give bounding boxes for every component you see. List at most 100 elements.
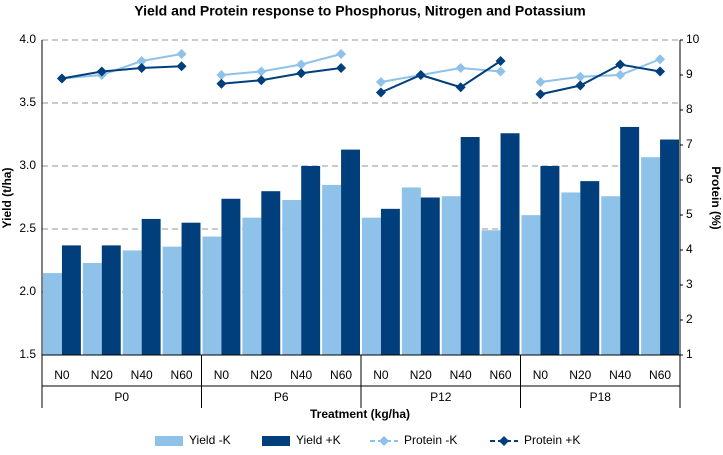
marker [375, 77, 386, 87]
x-tick-label: N0 [373, 368, 389, 382]
y2-tick-label: 2 [686, 312, 693, 326]
legend-label: Yield -K [189, 433, 231, 447]
y2-tick-label: 9 [686, 67, 693, 81]
bar [481, 230, 501, 355]
y-tick-label: 3.5 [19, 95, 36, 109]
x-tick-label: N0 [214, 368, 230, 382]
marker [176, 49, 187, 59]
line [61, 53, 182, 80]
group-label: P0 [114, 390, 129, 404]
y2-tick-label: 8 [686, 102, 693, 116]
x-tick-label: N20 [569, 368, 591, 382]
bar [380, 208, 400, 355]
y-tick-label: 2.0 [19, 284, 36, 298]
marker [336, 63, 347, 73]
bar [420, 197, 440, 355]
bar [660, 139, 680, 355]
group-label: P6 [274, 390, 289, 404]
marker [216, 78, 227, 89]
x-tick-label: N0 [54, 368, 70, 382]
bar [641, 157, 661, 355]
x-tick-label: N60 [649, 368, 671, 382]
bar [322, 184, 342, 355]
bar [221, 198, 241, 355]
legend-marker [499, 436, 509, 446]
x-tick-label: N20 [250, 368, 272, 382]
y-axis-title: Yield (t/ha) [0, 168, 14, 229]
line [221, 53, 342, 76]
y-tick-label: 3.0 [19, 158, 36, 172]
marker [615, 59, 626, 70]
y2-tick-label: 1 [686, 347, 693, 361]
bar [601, 196, 621, 355]
marker [575, 71, 586, 82]
marker [535, 77, 546, 87]
bar [301, 166, 321, 355]
bar [122, 250, 142, 355]
marker [296, 68, 307, 79]
chart-title: Yield and Protein response to Phosphorus… [134, 3, 585, 19]
marker [216, 70, 227, 80]
marker [256, 66, 267, 77]
marker [495, 66, 506, 77]
legend-marker [379, 436, 389, 446]
marker [575, 80, 586, 91]
bar [202, 236, 222, 355]
x-tick-label: N60 [330, 368, 352, 382]
y2-tick-label: 4 [686, 242, 693, 256]
bar [361, 217, 381, 355]
x-tick-label: N60 [171, 368, 193, 382]
y2-axis-title: Protein (%) [709, 166, 723, 229]
bar [282, 200, 302, 355]
bar [82, 263, 102, 355]
y-tick-label: 2.5 [19, 221, 36, 235]
y-tick-label: 4.0 [19, 32, 36, 46]
x-tick-label: N0 [533, 368, 549, 382]
bar [162, 246, 182, 355]
bar [242, 217, 262, 355]
x-tick-label: N60 [490, 368, 512, 382]
bar [580, 181, 600, 355]
marker [615, 70, 626, 80]
bar [460, 137, 480, 355]
marker [415, 70, 426, 80]
x-tick-label: N40 [450, 368, 472, 382]
bar [401, 187, 421, 355]
bar [500, 133, 520, 355]
bar [42, 273, 62, 355]
x-tick-label: N40 [290, 368, 312, 382]
line [540, 58, 661, 83]
legend-label: Yield +K [296, 433, 341, 447]
marker [535, 89, 546, 100]
bar [141, 218, 161, 355]
bar [441, 196, 461, 355]
legend-swatch [155, 436, 183, 446]
bar [620, 126, 640, 355]
marker [655, 66, 666, 77]
y2-tick-label: 6 [686, 172, 693, 186]
marker [336, 49, 347, 59]
y2-tick-label: 7 [686, 137, 693, 151]
y2-tick-label: 10 [686, 32, 700, 46]
group-label: P18 [590, 390, 612, 404]
line [540, 63, 661, 96]
y-tick-label: 1.5 [19, 347, 36, 361]
legend-swatch [262, 436, 290, 446]
x-tick-label: N20 [91, 368, 113, 382]
line [61, 65, 182, 80]
legend-label: Protein +K [524, 433, 580, 447]
marker [455, 63, 466, 73]
x-tick-label: N20 [410, 368, 432, 382]
legend-label: Protein -K [404, 433, 457, 447]
marker [375, 87, 386, 98]
marker [96, 66, 107, 77]
line [380, 60, 502, 94]
line [380, 66, 501, 83]
marker [136, 63, 147, 73]
x-axis-title: Treatment (kg/ha) [310, 407, 410, 421]
group-label: P12 [430, 390, 452, 404]
bar [261, 191, 281, 355]
marker [655, 54, 666, 65]
y2-tick-label: 3 [686, 277, 693, 291]
